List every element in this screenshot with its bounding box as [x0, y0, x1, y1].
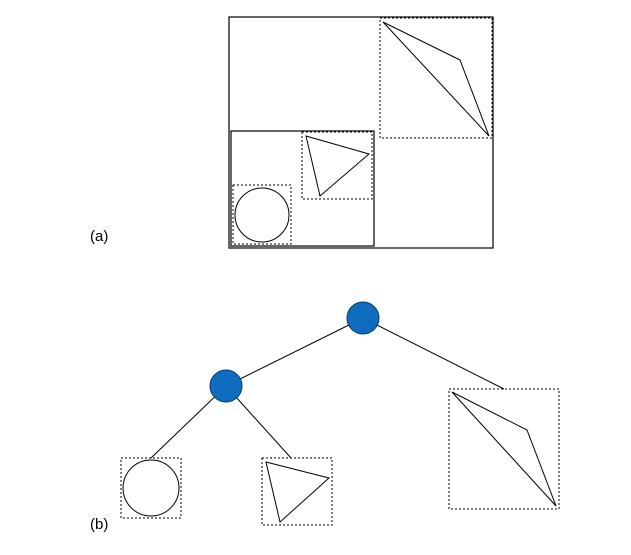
- root-node: [346, 301, 380, 335]
- leaf-small-triangle-shape: [265, 461, 331, 523]
- leaf-large-triangle-shape: [451, 391, 557, 507]
- panel-a-label: (a): [90, 228, 109, 245]
- leaf-triangle-bounding-box: [261, 457, 333, 526]
- small-triangle-shape: [305, 135, 371, 197]
- panel-b-label: (b): [90, 516, 109, 533]
- tree-edge-root-left: [225, 317, 364, 387]
- leaf-circle-shape: [122, 459, 180, 517]
- panel-b-hierarchy-tree: [120, 301, 560, 526]
- circle-bounding-box: [232, 184, 292, 245]
- tree-edge-left-circle: [150, 385, 227, 459]
- internal-node: [209, 369, 243, 403]
- leaf-circle-bounding-box: [120, 457, 182, 519]
- triangle-large-bounding-box: [379, 17, 493, 139]
- inner-bounding-box: [230, 130, 375, 247]
- large-triangle-shape: [382, 21, 490, 137]
- tree-edge-root-right: [362, 317, 505, 390]
- circle-shape: [234, 187, 290, 243]
- leaf-large-triangle-bounding-box: [448, 388, 560, 510]
- root-bounding-box: [228, 16, 494, 249]
- small-triangle-bounding-box: [301, 131, 373, 200]
- panel-a-bounding-volumes: [228, 16, 494, 249]
